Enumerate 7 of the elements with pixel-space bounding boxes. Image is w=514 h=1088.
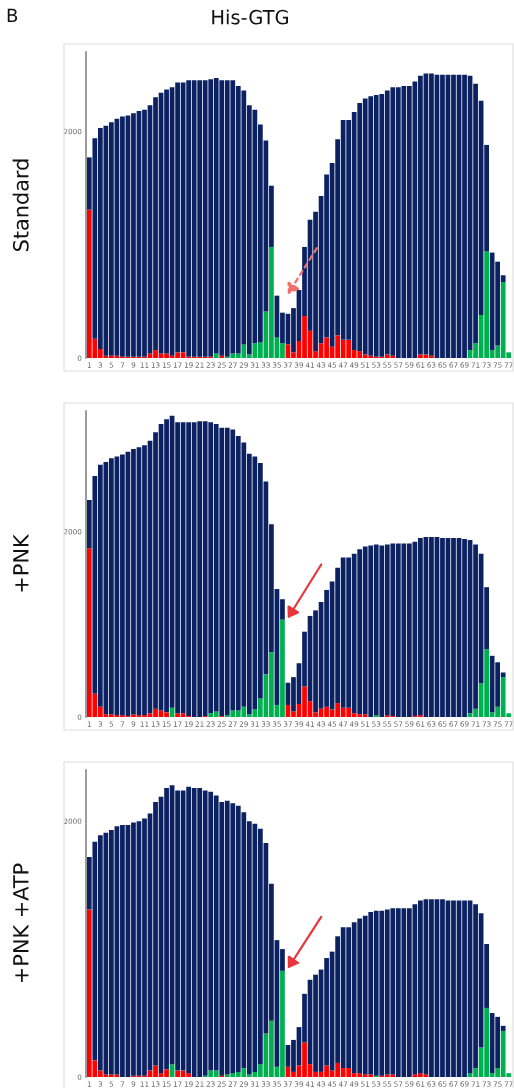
y-axis-title: +PNK xyxy=(13,533,29,592)
bar xyxy=(213,353,219,358)
bar xyxy=(219,355,225,358)
chart-title: His-GTG xyxy=(212,9,288,25)
y-axis-title: Standard xyxy=(12,159,29,252)
text: B xyxy=(7,8,18,22)
y-axis-title: +PNK +ATP xyxy=(13,863,29,982)
